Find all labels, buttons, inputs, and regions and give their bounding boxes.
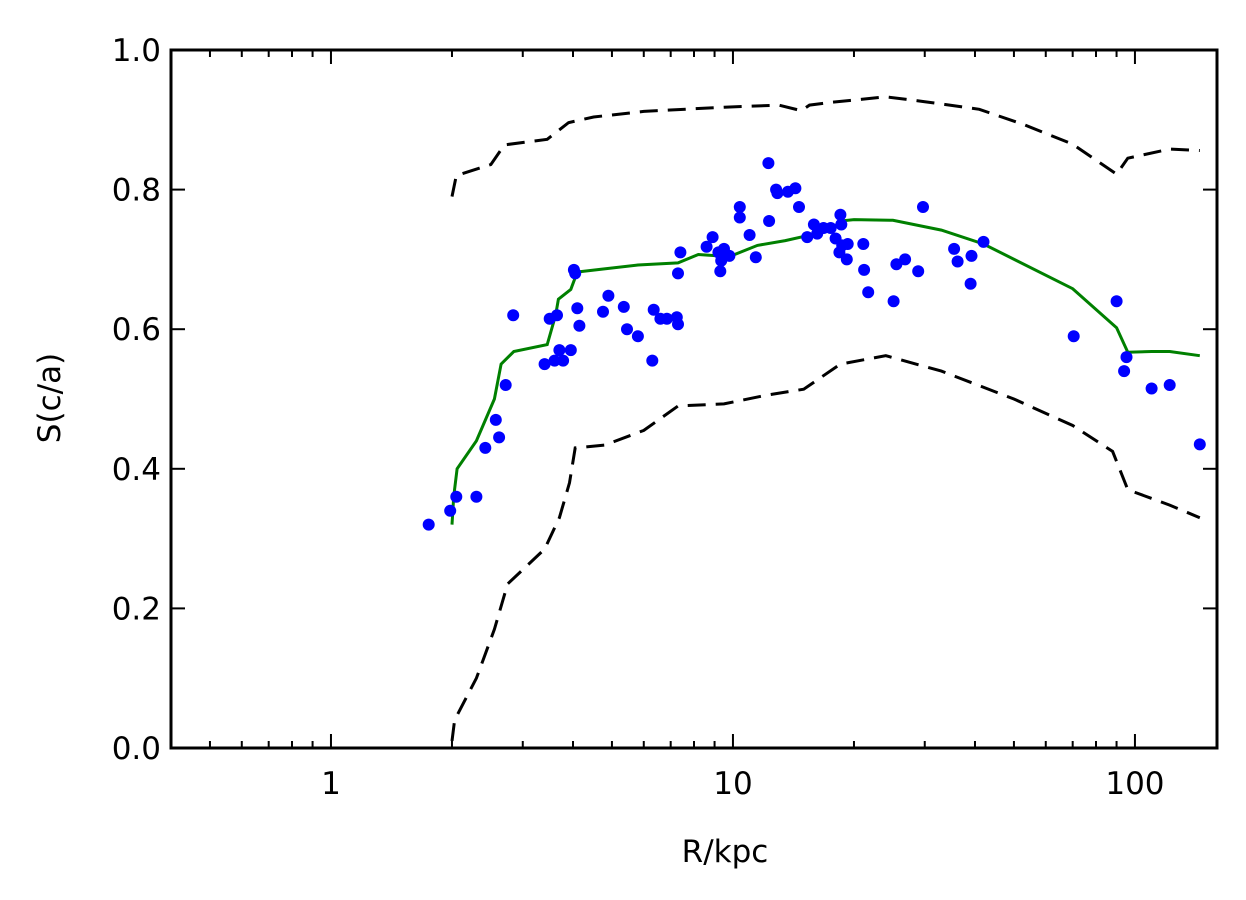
data-point (422, 518, 435, 531)
data-point (887, 295, 900, 308)
data-point (1110, 295, 1123, 308)
data-point (631, 330, 644, 343)
x-tick-label: 10 (713, 766, 752, 802)
data-point (557, 354, 570, 367)
x-tick-label: 1 (321, 766, 341, 802)
data-point (571, 302, 584, 315)
data-point (617, 300, 630, 313)
data-point (1120, 351, 1133, 364)
data-point (771, 187, 784, 200)
data-point (723, 249, 736, 262)
lower-bound-line (450, 354, 1201, 742)
data-point (538, 358, 551, 371)
data-point (597, 305, 609, 318)
data-point (1163, 379, 1176, 391)
data-point (977, 235, 990, 248)
y-tick-label: 0.6 (112, 312, 161, 348)
data-point (834, 208, 847, 221)
data-point (479, 441, 492, 454)
data-point (749, 251, 762, 264)
data-point (840, 253, 853, 266)
data-point (807, 218, 820, 231)
y-tick-label: 0.2 (112, 591, 161, 627)
data-point (444, 504, 457, 517)
plot-area (422, 95, 1206, 742)
data-point (948, 242, 961, 255)
data-point (660, 312, 673, 325)
data-point (489, 413, 502, 426)
data-point (450, 490, 463, 503)
data-point (602, 289, 615, 302)
data-point (824, 222, 837, 234)
data-point (899, 253, 912, 266)
data-point (1067, 330, 1080, 343)
data-point (499, 379, 512, 391)
data-point (964, 277, 977, 290)
data-point (646, 354, 659, 367)
data-point (564, 344, 577, 357)
data-point (763, 215, 776, 227)
data-point (706, 231, 719, 244)
data-point (647, 303, 660, 316)
y-axis-label: S(c/a) (32, 353, 68, 443)
data-point (507, 309, 520, 322)
data-point (700, 240, 713, 253)
data-point (621, 323, 633, 336)
data-point (743, 229, 756, 241)
data-point (793, 201, 805, 213)
y-tick-label: 0.0 (112, 731, 161, 767)
y-tick-label: 0.4 (112, 452, 161, 488)
data-point (835, 218, 848, 231)
data-point (548, 354, 561, 367)
data-point (573, 319, 586, 332)
y-tick-label: 0.8 (112, 173, 161, 209)
data-point (470, 490, 483, 503)
data-point (714, 265, 727, 278)
data-point (912, 265, 925, 278)
data-point (951, 255, 964, 268)
y-tick-label: 1.0 (112, 33, 161, 69)
data-point (553, 344, 566, 357)
data-point (789, 182, 802, 195)
data-point (551, 309, 563, 322)
axes: 0.0 0.2 0.4 0.6 0.8 1.0 1 10 100 (112, 33, 1219, 802)
data-point (858, 263, 871, 276)
data-point (674, 246, 687, 259)
data-point (1193, 438, 1206, 451)
x-axis-label: R/kpc (682, 834, 769, 870)
x-tick-label: 100 (1105, 766, 1164, 802)
data-point (672, 318, 684, 331)
data-point (917, 201, 929, 213)
data-point (1118, 365, 1131, 378)
data-point (857, 238, 870, 250)
data-point (762, 157, 775, 170)
data-point (862, 286, 875, 299)
data-point (1145, 382, 1158, 395)
data-point (890, 258, 903, 271)
data-point (733, 201, 746, 213)
data-point (965, 249, 978, 262)
data-point (801, 231, 814, 244)
series-group (422, 95, 1206, 742)
data-point (841, 238, 854, 250)
data-point (672, 267, 684, 280)
data-point (569, 267, 582, 280)
data-point (493, 431, 506, 444)
data-point (733, 211, 746, 224)
